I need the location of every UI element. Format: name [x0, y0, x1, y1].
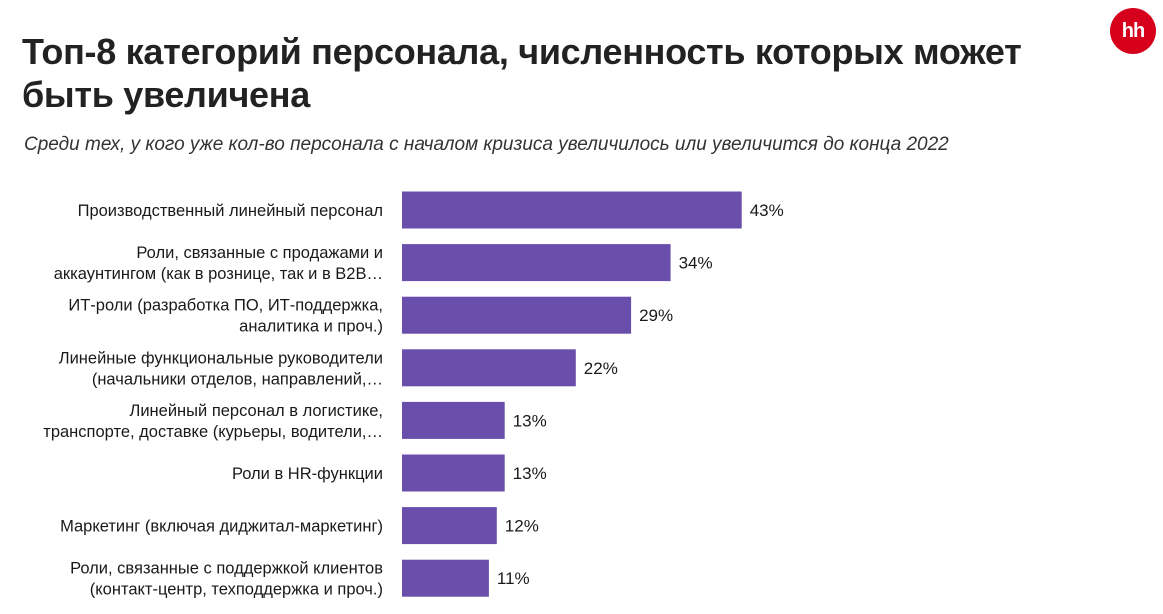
category-label-8-line-1: Роли, связанные с поддержкой клиентов [70, 560, 383, 578]
bar-1 [402, 191, 742, 229]
category-label-4-line-1: Линейные функциональные руководители [59, 349, 383, 367]
bar-7 [402, 507, 497, 545]
category-label-8-line-2: (контакт-центр, техподдержка и проч.) [90, 581, 383, 599]
category-label-3-line-1: ИТ-роли (разработка ПО, ИТ-поддержка, [68, 297, 383, 315]
chart-title: Топ-8 категорий персонала, численность к… [22, 31, 1022, 115]
value-label-3: 29% [639, 306, 673, 325]
value-label-4: 22% [584, 359, 618, 378]
value-label-8: 11% [497, 569, 530, 588]
bar-4 [402, 349, 576, 387]
chart-subtitle: Среди тех, у кого уже кол-во персонала с… [24, 134, 949, 155]
category-label-7-line-1: Маркетинг (включая диджитал-маркетинг) [60, 518, 383, 536]
category-label-1-line-1: Производственный линейный персонал [78, 202, 383, 220]
value-label-5: 13% [513, 411, 547, 430]
category-label-5-line-2: транспорте, доставке (курьеры, водители,… [43, 423, 383, 441]
bar-8 [402, 559, 489, 597]
bar-2 [402, 244, 671, 282]
value-label-1: 43% [750, 201, 784, 220]
category-label-2-line-2: аккаунтингом (как в рознице, так и в B2B… [54, 265, 383, 283]
category-label-3-line-2: аналитика и проч.) [239, 318, 383, 336]
hh-logo: hh [1110, 8, 1156, 54]
value-label-2: 34% [679, 254, 713, 273]
value-label-7: 12% [505, 517, 539, 536]
value-label-6: 13% [513, 464, 547, 483]
bar-6 [402, 454, 505, 492]
category-label-6-line-1: Роли в HR-функции [232, 465, 383, 483]
category-label-4-line-2: (начальники отделов, направлений,… [92, 370, 383, 388]
bar-5 [402, 401, 505, 439]
category-label-2-line-1: Роли, связанные с продажами и [136, 244, 383, 262]
bar-3 [402, 296, 632, 334]
category-label-5-line-1: Линейный персонал в логистике, [130, 402, 384, 420]
